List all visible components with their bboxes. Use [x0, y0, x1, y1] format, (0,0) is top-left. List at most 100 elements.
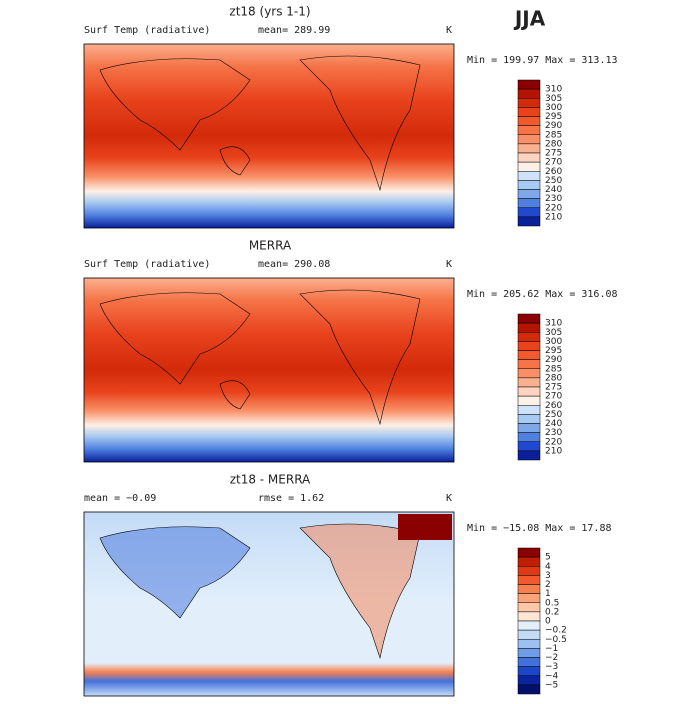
- colorbar-label: 220: [545, 437, 562, 447]
- colorbar-box: [517, 684, 541, 695]
- colorbar-box: [517, 341, 541, 351]
- colorbar-label: 310: [545, 85, 562, 95]
- colorbar-box: [517, 332, 541, 342]
- colorbar-box: [517, 405, 541, 415]
- colorbar-label: 305: [545, 94, 562, 104]
- stat-label: mean = −0.09: [84, 493, 156, 504]
- stat-label: mean= 289.99: [258, 25, 330, 36]
- colorbar-label: 285: [545, 130, 562, 140]
- colorbar-box: [517, 368, 541, 379]
- stat-label: rmse = 1.62: [258, 493, 324, 504]
- colorbar-label: 0.5: [545, 598, 559, 608]
- colorbar-box: [517, 79, 541, 90]
- minmax-label: Min = 199.97 Max = 313.13: [467, 55, 618, 66]
- colorbar-box: [517, 657, 541, 667]
- colorbar-label: 305: [545, 328, 562, 338]
- colorbar-label: 260: [545, 401, 562, 411]
- colorbar-box: [517, 161, 541, 172]
- colorbar-label: −2: [545, 653, 558, 663]
- colorbar-label: 280: [545, 139, 562, 149]
- colorbar-box: [517, 107, 541, 117]
- colorbar-label: −1: [545, 644, 558, 654]
- colorbar-box: [517, 359, 541, 369]
- colorbar-label: 260: [545, 167, 562, 177]
- colorbar-label: 280: [545, 373, 562, 383]
- colorbar-label: 275: [545, 149, 562, 159]
- colorbar-box: [517, 441, 541, 452]
- colorbar-label: 285: [545, 364, 562, 374]
- colorbar-box: [517, 423, 541, 433]
- colorbar-label: 270: [545, 158, 562, 168]
- colorbar-label: −0.5: [545, 635, 567, 645]
- season-title: JJA: [513, 7, 546, 31]
- colorbar-label: 0.2: [545, 607, 559, 617]
- colorbar-box: [517, 98, 541, 108]
- map-2: [83, 277, 455, 463]
- colorbar-label: −4: [545, 671, 559, 681]
- minmax-label: Min = 205.62 Max = 316.08: [467, 289, 618, 300]
- colorbar-box: [517, 171, 541, 181]
- stat-label: mean= 290.08: [258, 259, 330, 270]
- colorbar-box: [517, 432, 541, 442]
- colorbar-label: 230: [545, 428, 562, 438]
- colorbar-box: [517, 125, 541, 135]
- colorbar-box: [517, 593, 541, 603]
- colorbar-label: 295: [545, 346, 562, 356]
- colorbar-label: 0: [545, 617, 551, 627]
- colorbar-label: −0.2: [545, 626, 567, 636]
- colorbar-box: [517, 648, 541, 658]
- map-1: [83, 43, 455, 229]
- colorbar-box: [517, 116, 541, 126]
- map-3: [83, 511, 455, 697]
- colorbar-label: 240: [545, 185, 562, 195]
- colorbar-box: [517, 666, 541, 676]
- colorbar-label: 3: [545, 571, 551, 581]
- colorbar-label: 310: [545, 319, 562, 329]
- colorbar-label: 240: [545, 419, 562, 429]
- colorbar-label: 290: [545, 121, 562, 131]
- units-label: K: [446, 493, 452, 504]
- colorbar-box: [517, 547, 541, 558]
- panel-title: zt18 (yrs 1-1): [229, 5, 310, 19]
- colorbar-label: 210: [545, 446, 562, 456]
- colorbar-box: [517, 584, 541, 594]
- minmax-label: Min = −15.08 Max = 17.88: [467, 523, 612, 534]
- colorbar-box: [517, 377, 541, 388]
- panel-title: MERRA: [249, 239, 292, 253]
- colorbar-label: 210: [545, 212, 562, 222]
- colorbar-label: 230: [545, 194, 562, 204]
- colorbar-box: [517, 198, 541, 208]
- colorbar-box: [517, 414, 541, 424]
- colorbar-label: 270: [545, 392, 562, 402]
- colorbar-box: [517, 216, 541, 227]
- colorbar-box: [517, 675, 541, 686]
- colorbar-box: [517, 143, 541, 154]
- colorbar-box: [517, 88, 541, 99]
- colorbar-label: −5: [545, 680, 558, 690]
- colorbar-box: [517, 639, 541, 649]
- colorbar-box: [517, 207, 541, 218]
- panel-title: zt18 - MERRA: [230, 473, 311, 487]
- colorbar-label: 220: [545, 203, 562, 213]
- colorbar-label: −3: [545, 662, 558, 672]
- colorbar-box: [517, 611, 541, 622]
- colorbar-box: [517, 386, 541, 397]
- field-label: Surf Temp (radiative): [84, 25, 210, 36]
- colorbar-label: 295: [545, 112, 562, 122]
- colorbar-box: [517, 313, 541, 324]
- colorbar-box: [517, 322, 541, 333]
- colorbar-box: [517, 395, 541, 406]
- units-label: K: [446, 25, 452, 36]
- colorbar-label: 1: [545, 589, 551, 599]
- colorbar-label: 4: [545, 562, 551, 572]
- colorbar-label: 250: [545, 410, 562, 420]
- colorbar-label: 290: [545, 355, 562, 365]
- colorbar-box: [517, 350, 541, 360]
- colorbar-label: 5: [545, 553, 551, 563]
- colorbar-box: [517, 602, 541, 613]
- colorbar-box: [517, 450, 541, 461]
- colorbar-box: [517, 152, 541, 163]
- colorbar-box: [517, 629, 541, 640]
